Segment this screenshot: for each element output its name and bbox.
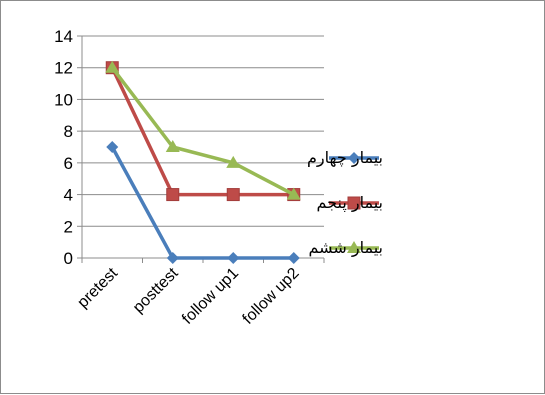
x-tick-label: pretest [74, 264, 121, 311]
series-1 [106, 141, 300, 264]
y-tick-label: 8 [64, 122, 73, 141]
data-point [226, 155, 241, 168]
data-point [286, 187, 301, 200]
data-point [287, 252, 300, 264]
data-point [226, 188, 240, 202]
data-point [105, 60, 120, 73]
data-point [166, 188, 180, 202]
series-line [110, 66, 294, 197]
x-tick-label: follow up1 [179, 265, 242, 328]
y-tick-label: 2 [64, 217, 73, 236]
y-tick-label: 10 [54, 90, 73, 109]
data-point [166, 252, 179, 264]
y-tick-label: 0 [64, 249, 73, 268]
y-tick-label: 4 [64, 186, 73, 205]
legend: بیمار چهارم بیمار پنجم بیمار ششم [307, 148, 383, 258]
legend-item: بیمار چهارم [307, 148, 383, 168]
legend-item: بیمار ششم [308, 238, 383, 258]
legend-label: بیمار پنجم [317, 193, 383, 213]
legend-marker [348, 152, 360, 164]
series-3 [105, 60, 301, 200]
y-tick-label: 12 [54, 59, 73, 78]
data-point [227, 252, 240, 264]
data-point [165, 140, 180, 152]
series-line [110, 146, 294, 260]
legend-label: بیمار ششم [308, 238, 383, 258]
series-line [110, 66, 295, 197]
data-point [106, 141, 119, 153]
series [105, 60, 301, 264]
legend-label: بیمار چهارم [307, 148, 383, 168]
legend-item: بیمار پنجم [317, 193, 383, 213]
x-tick-label: follow up2 [240, 265, 303, 328]
y-tick-label: 14 [54, 27, 73, 46]
legend-marker [347, 241, 361, 253]
legend-marker [347, 196, 361, 210]
y-tick-label: 6 [64, 154, 73, 173]
x-tick-label: posttest [130, 264, 182, 316]
